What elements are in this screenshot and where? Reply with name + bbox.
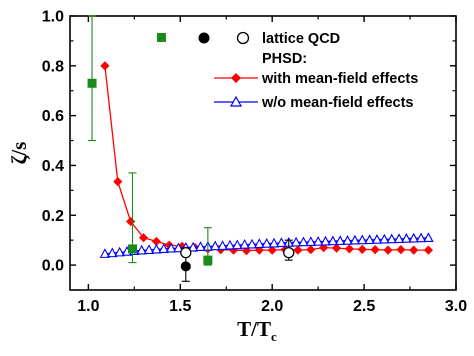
data-point-triangle: [114, 246, 125, 257]
data-point-triangle: [408, 232, 419, 243]
data-point-triangle: [165, 242, 177, 253]
data-point-triangle: [312, 236, 324, 246]
data-point-open-circle: [180, 246, 192, 259]
data-point-triangle: [401, 233, 412, 243]
data-point-triangle: [151, 243, 162, 254]
y-tick-label: 0.2: [42, 208, 64, 225]
axis-ticks: [70, 15, 457, 290]
data-point-triangle: [187, 241, 199, 252]
legend-marker-red-diamond: [231, 73, 241, 83]
x-axis-title-main: T/T: [237, 317, 271, 341]
data-point-triangle: [327, 235, 339, 246]
data-point-triangle: [305, 236, 317, 246]
data-point-triangle: [334, 235, 346, 245]
plot-frame: [69, 15, 457, 291]
data-point-triangle: [239, 239, 250, 249]
series-0: [100, 61, 434, 256]
data-point-triangle: [393, 233, 405, 243]
data-point-square: [127, 244, 137, 254]
data-point-triangle: [276, 237, 287, 247]
legend-marker-blue-triangle: [229, 95, 243, 107]
legend: lattice QCD PHSD: with mean-field effect…: [157, 31, 418, 111]
legend-marker-black-circle: [198, 32, 210, 44]
y-tick-label: 0.0: [42, 258, 64, 275]
data-point-triangle: [209, 240, 221, 251]
data-point-triangle: [320, 235, 331, 246]
data-point-triangle: [423, 232, 434, 242]
data-point-triangle: [357, 234, 368, 245]
legend-phsd-label: PHSD:: [262, 51, 307, 67]
data-point-triangle: [298, 236, 309, 247]
data-point-triangle: [224, 239, 236, 250]
x-tick-label: 2.0: [261, 298, 283, 315]
data-point-diamond: [383, 245, 393, 255]
axis-tick-labels: 1.0 1.5 2.0 2.5 3.0 0.0 0.2 0.4 0.6 0.8 1.0: [42, 9, 467, 316]
data-point-triangle: [371, 234, 383, 244]
data-point-diamond: [100, 61, 110, 71]
x-tick-label: 3.0: [445, 298, 467, 315]
data-point-triangle: [379, 233, 390, 244]
series-1: [99, 232, 434, 258]
data-point-triangle: [386, 233, 397, 244]
data-point-triangle: [261, 238, 272, 248]
x-tick-label: 2.5: [353, 298, 375, 315]
data-point-triangle: [107, 247, 118, 258]
y-axis-title: ζ/s: [7, 142, 31, 165]
data-point-diamond: [396, 245, 406, 255]
data-point-square: [203, 255, 213, 265]
data-point-triangle: [254, 238, 265, 248]
data-point-diamond: [357, 244, 367, 254]
y-tick-label: 0.8: [42, 58, 64, 75]
data-point-diamond: [293, 245, 303, 255]
data-point-diamond: [113, 177, 123, 187]
data-point-triangle: [246, 238, 258, 249]
data-point-diamond: [370, 245, 380, 255]
y-tick-label: 0.6: [42, 108, 64, 125]
data-point-triangle: [415, 232, 427, 243]
y-tick-label: 1.0: [42, 9, 64, 26]
x-axis-title: T/Tc: [237, 317, 277, 344]
data-point-triangle: [99, 248, 111, 258]
legend-with-mf-label: with mean-field effects: [261, 71, 418, 87]
data-point-diamond: [138, 233, 149, 243]
data-point-triangle: [158, 243, 169, 253]
data-point-triangle: [290, 236, 302, 247]
legend-lattice-label: lattice QCD: [262, 31, 340, 47]
legend-marker-open-circle: [236, 31, 250, 45]
x-tick-label: 1.5: [169, 298, 191, 315]
data-point-diamond: [151, 236, 161, 247]
data-point-diamond: [344, 244, 354, 254]
series-line: [104, 65, 429, 252]
data-point-triangle: [195, 241, 206, 251]
x-axis-title-subscript: c: [271, 329, 277, 344]
y-tick-label: 0.4: [42, 158, 64, 175]
data-point-circle: [180, 261, 191, 272]
data-point-triangle: [136, 244, 147, 255]
data-point-triangle: [232, 239, 243, 250]
data-point-diamond: [423, 245, 434, 255]
data-point-triangle: [173, 242, 184, 253]
data-point-triangle: [268, 237, 280, 248]
data-point-square: [87, 78, 97, 88]
series-2: [87, 15, 213, 266]
plot-area: [69, 15, 457, 291]
series-4: [180, 239, 295, 261]
data-point-triangle: [364, 234, 375, 244]
data-point-diamond: [267, 245, 277, 255]
legend-marker-green-square: [157, 33, 166, 42]
data-point-diamond: [306, 245, 316, 255]
data-point-open-circle: [283, 246, 295, 259]
legend-without-mf-label: w/o mean-field effects: [261, 95, 413, 111]
data-point-triangle: [217, 240, 228, 250]
x-tick-label: 1.0: [77, 298, 99, 315]
data-point-triangle: [349, 234, 361, 245]
series-layer: [87, 15, 434, 282]
data-point-diamond: [331, 243, 342, 253]
data-point-diamond: [409, 245, 419, 255]
data-point-diamond: [319, 243, 329, 253]
data-point-triangle: [143, 244, 155, 254]
data-point-triangle: [342, 235, 353, 245]
